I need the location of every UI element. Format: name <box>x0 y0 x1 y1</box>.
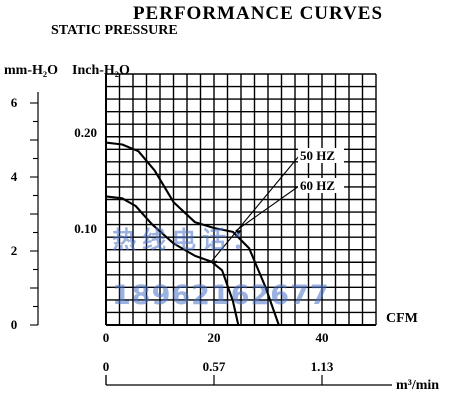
cfm-tick-label: 40 <box>316 330 329 345</box>
inch-tick-label: 0.20 <box>74 125 97 140</box>
x-axis-m3: 0 0.57 1.13 <box>103 359 392 386</box>
cfm-tick-label: 20 <box>208 330 221 345</box>
inch-tick-label: 0.10 <box>74 221 97 236</box>
series-label: 60 HZ <box>300 178 335 193</box>
m3-tick-label: 0 <box>103 359 110 374</box>
annotation-layer: 50 HZ 60 HZ <box>210 148 344 266</box>
x-unit-m3: m³/min <box>396 378 439 393</box>
series-line <box>105 195 240 326</box>
series-pointer <box>235 185 300 232</box>
watermark: 热线电话： 18962162677 <box>112 226 330 311</box>
chart-title: PERFORMANCE CURVES <box>133 3 383 24</box>
m3-tick-label: 1.13 <box>311 359 334 374</box>
pointer-arrowhead <box>235 229 242 235</box>
series-label-bg <box>298 148 344 163</box>
inch-axis: 0.10 0.20 <box>74 125 97 236</box>
series-line <box>105 141 280 326</box>
mm-axis: 0 2 4 6 <box>11 92 39 332</box>
y-unit-mm: mm-H₂O <box>4 63 58 78</box>
x-unit-cfm: CFM <box>386 311 418 326</box>
watermark-text: 热线电话： <box>112 226 262 254</box>
watermark-text: 18962162677 <box>112 280 330 311</box>
pointer-arrowhead <box>211 260 218 266</box>
cfm-tick-label: 0 <box>103 330 110 345</box>
series-layer <box>105 141 280 326</box>
m3-tick-label: 0.57 <box>203 359 226 374</box>
y-axis-label: STATIC PRESSURE <box>51 23 178 38</box>
x-axis-cfm: 0 20 40 <box>103 330 329 345</box>
y-unit-inch: Inch-H₂O <box>72 63 130 78</box>
series-pointer <box>210 155 300 262</box>
mm-tick-label: 0 <box>11 317 18 332</box>
series-label: 50 HZ <box>300 148 335 163</box>
mm-tick-label: 6 <box>11 95 18 110</box>
series-label-bg <box>298 178 344 193</box>
mm-tick-label: 2 <box>11 243 18 258</box>
mm-tick-label: 4 <box>11 169 18 184</box>
